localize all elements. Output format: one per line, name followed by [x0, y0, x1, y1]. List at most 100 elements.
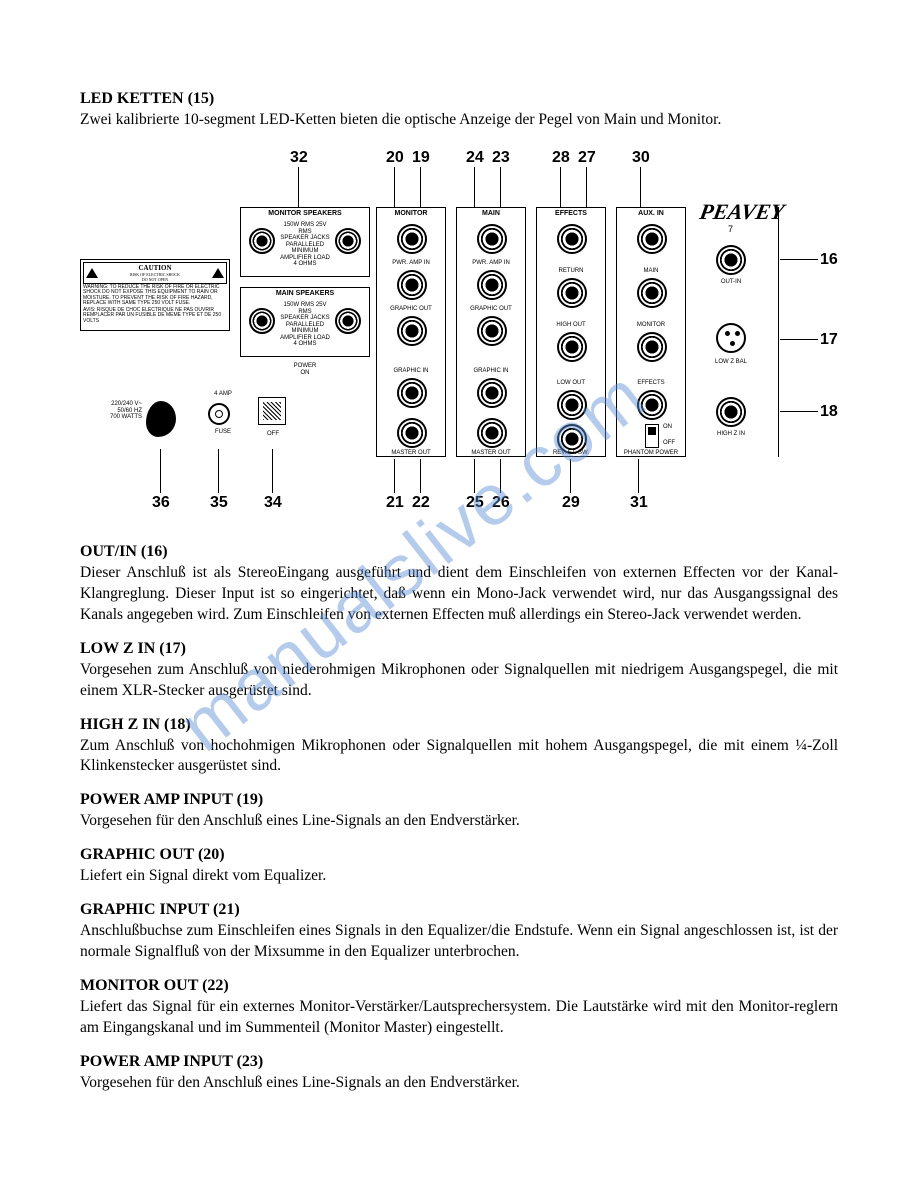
- callout-line: [500, 167, 501, 207]
- jack: [397, 316, 427, 346]
- speaker-jack: [249, 308, 275, 334]
- section-low-z: LOW Z IN (17) Vorgesehen zum Anschluß vo…: [80, 640, 838, 702]
- section-graphic-out: GRAPHIC OUT (20) Liefert ein Signal dire…: [80, 846, 838, 887]
- jack: [637, 390, 667, 420]
- warning-triangle-icon: [86, 268, 98, 278]
- callout-line: [570, 459, 571, 493]
- monitor-column: MONITOR PWR. AMP IN GRAPHIC OUT GRAPHIC …: [376, 207, 446, 457]
- shock-triangle-icon: [212, 268, 224, 278]
- jack-label: GRAPHIC IN: [377, 368, 445, 375]
- heading: LOW Z IN (17): [80, 640, 838, 658]
- callout-line: [780, 339, 818, 340]
- col-title: MAIN: [457, 210, 525, 217]
- jack-label: RETURN: [537, 268, 605, 275]
- body-text: Liefert ein Signal direkt vom Equalizer.: [80, 866, 838, 887]
- callout-line: [638, 459, 639, 493]
- caution-title: CAUTION: [130, 264, 180, 272]
- callout-25: 25: [466, 494, 484, 512]
- jack-label: LOW Z BAL: [706, 359, 756, 366]
- caution-avis: AVIS: RISQUE DE CHOC ELECTRIQUE NE PAS O…: [83, 308, 227, 325]
- callout-26: 26: [492, 494, 510, 512]
- callout-line: [560, 167, 561, 207]
- amp-label: 4 AMP: [208, 391, 238, 398]
- body-text: Dieser Anschluß ist als StereoEingang au…: [80, 563, 838, 626]
- callout-line: [640, 167, 641, 207]
- callout-line: [298, 167, 299, 207]
- callout-line: [272, 449, 273, 493]
- speaker-jack: [249, 228, 275, 254]
- jack: [477, 224, 507, 254]
- off-label: OFF: [258, 431, 288, 438]
- callout-28: 28: [552, 149, 570, 167]
- heading: OUT/IN (16): [80, 543, 838, 561]
- callout-29: 29: [562, 494, 580, 512]
- panel-sub: 150W RMS 25V RMS SPEAKER JACKS PARALLELE…: [277, 302, 333, 348]
- callout-17: 17: [820, 331, 838, 349]
- jack: [637, 332, 667, 362]
- callout-21: 21: [386, 494, 404, 512]
- caution-label: CAUTION RISK OF ELECTRIC SHOCK DO NOT OP…: [80, 259, 230, 331]
- jack: [477, 378, 507, 408]
- caution-warning: WARNING: TO REDUCE THE RISK OF FIRE OR E…: [83, 285, 227, 307]
- speaker-jack: [335, 228, 361, 254]
- jack: [397, 270, 427, 300]
- channel-number: 7: [728, 225, 733, 235]
- col-title: EFFECTS: [537, 210, 605, 217]
- panel-title: MAIN SPEAKERS: [241, 290, 369, 297]
- peavey-logo: PEAVEY: [698, 199, 787, 225]
- jack-label: PWR. AMP IN: [457, 260, 525, 267]
- section-out-in: OUT/IN (16) Dieser Anschluß ist als Ster…: [80, 543, 838, 626]
- callout-35: 35: [210, 494, 228, 512]
- callout-20: 20: [386, 149, 404, 167]
- heading: GRAPHIC OUT (20): [80, 846, 838, 864]
- main-column: MAIN PWR. AMP IN GRAPHIC OUT GRAPHIC IN …: [456, 207, 526, 457]
- aux-column: AUX. IN MAIN MONITOR EFFECTS ON OFF PHAN…: [616, 207, 686, 457]
- callout-23: 23: [492, 149, 510, 167]
- jack: [397, 418, 427, 448]
- callout-30: 30: [632, 149, 650, 167]
- callout-24: 24: [466, 149, 484, 167]
- power-on-label: POWER ON: [280, 363, 330, 376]
- fuse-holder: [208, 403, 230, 425]
- section-power-amp-23: POWER AMP INPUT (23) Vorgesehen für den …: [80, 1053, 838, 1094]
- jack-label: EFFECTS: [617, 380, 685, 387]
- rear-panel-diagram: 32 20 19 24 23 28 27 30 16 17 18 36 35 3…: [80, 149, 840, 519]
- jack: [637, 224, 667, 254]
- callout-31: 31: [630, 494, 648, 512]
- callout-34: 34: [264, 494, 282, 512]
- power-cable: [146, 401, 176, 437]
- callout-line: [420, 167, 421, 207]
- jack: [557, 390, 587, 420]
- callout-line: [474, 459, 475, 493]
- heading: POWER AMP INPUT (19): [80, 791, 838, 809]
- jack-label: OUT-IN: [710, 279, 752, 286]
- switch-off: OFF: [663, 440, 675, 447]
- fuse-label: FUSE: [208, 429, 238, 436]
- jack-label: HIGH OUT: [537, 322, 605, 329]
- jack: [477, 418, 507, 448]
- body-text: Zwei kalibrierte 10-segment LED-Ketten b…: [80, 110, 838, 131]
- callout-line: [394, 459, 395, 493]
- main-speakers-panel: MAIN SPEAKERS 150W RMS 25V RMS SPEAKER J…: [240, 287, 370, 357]
- body-text: Anschlußbuchse zum Einschleifen eines Si…: [80, 921, 838, 963]
- callout-32: 32: [290, 149, 308, 167]
- jack-label: HIGH Z IN: [706, 431, 756, 438]
- jack-label: MASTER OUT: [377, 450, 445, 457]
- body-text: Vorgesehen für den Anschluß eines Line-S…: [80, 811, 838, 832]
- jack-label: LOW OUT: [537, 380, 605, 387]
- callout-36: 36: [152, 494, 170, 512]
- body-text: Liefert das Signal für ein externes Moni…: [80, 997, 838, 1039]
- callout-16: 16: [820, 251, 838, 269]
- callout-line: [394, 167, 395, 207]
- jack-label: GRAPHIC IN: [457, 368, 525, 375]
- section-monitor-out: MONITOR OUT (22) Liefert das Signal für …: [80, 977, 838, 1039]
- jack: [557, 224, 587, 254]
- effects-column: EFFECTS RETURN HIGH OUT LOW OUT REV. FT.…: [536, 207, 606, 457]
- jack-label: REV. FT. SW.: [537, 450, 605, 457]
- heading: LED KETTEN (15): [80, 90, 838, 108]
- section-high-z: HIGH Z IN (18) Zum Anschluß von hochohmi…: [80, 716, 838, 778]
- jack: [477, 316, 507, 346]
- jack-label: PWR. AMP IN: [377, 260, 445, 267]
- heading: HIGH Z IN (18): [80, 716, 838, 734]
- col-title: AUX. IN: [617, 210, 685, 217]
